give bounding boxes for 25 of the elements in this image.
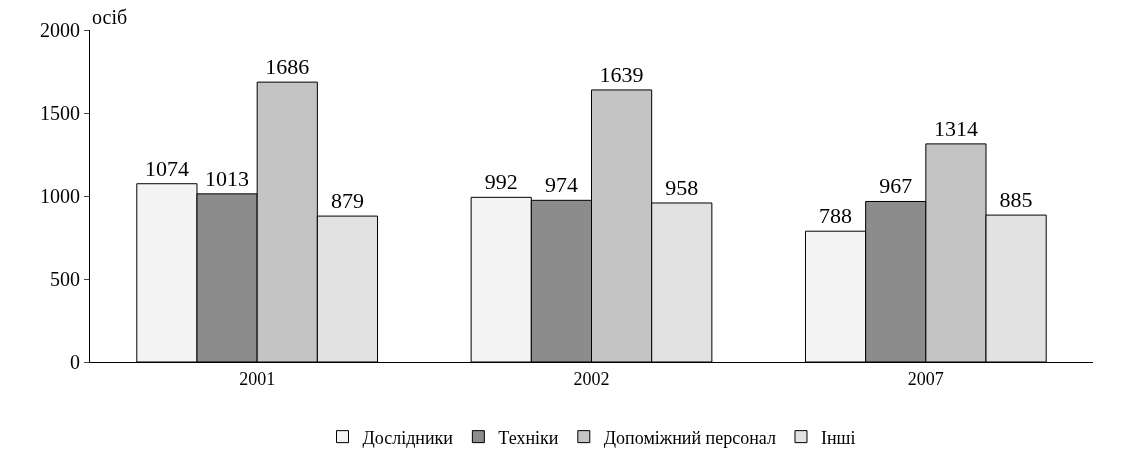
- y-tick-label: 0: [70, 351, 80, 373]
- legend-label: Допоміжний персонал: [603, 427, 776, 448]
- legend-label: Дослідники: [362, 427, 454, 448]
- data-label: 885: [999, 187, 1033, 213]
- data-label: 974: [544, 172, 578, 198]
- data-label: 788: [819, 203, 853, 229]
- y-axis-title: осіб: [92, 6, 128, 28]
- legend-label: Інші: [821, 427, 856, 448]
- data-label: 992: [484, 169, 518, 195]
- y-tick-label: 500: [50, 268, 80, 290]
- data-label: 967: [879, 173, 913, 199]
- data-label: 1686: [265, 54, 310, 80]
- data-label: 958: [665, 174, 699, 200]
- legend-label: Техніки: [498, 427, 559, 448]
- data-label: 1314: [933, 115, 978, 141]
- x-tick-label: 2002: [573, 368, 610, 389]
- y-tick-label: 1500: [40, 102, 80, 124]
- x-tick-label: 2001: [239, 368, 276, 389]
- data-label: 1074: [144, 155, 189, 181]
- data-label: 1013: [205, 165, 250, 191]
- y-tick-label: 2000: [40, 19, 80, 41]
- data-label: 879: [330, 188, 364, 214]
- y-tick-label: 1000: [40, 185, 80, 207]
- data-label: 1639: [599, 61, 644, 87]
- x-tick-label: 2007: [907, 368, 944, 389]
